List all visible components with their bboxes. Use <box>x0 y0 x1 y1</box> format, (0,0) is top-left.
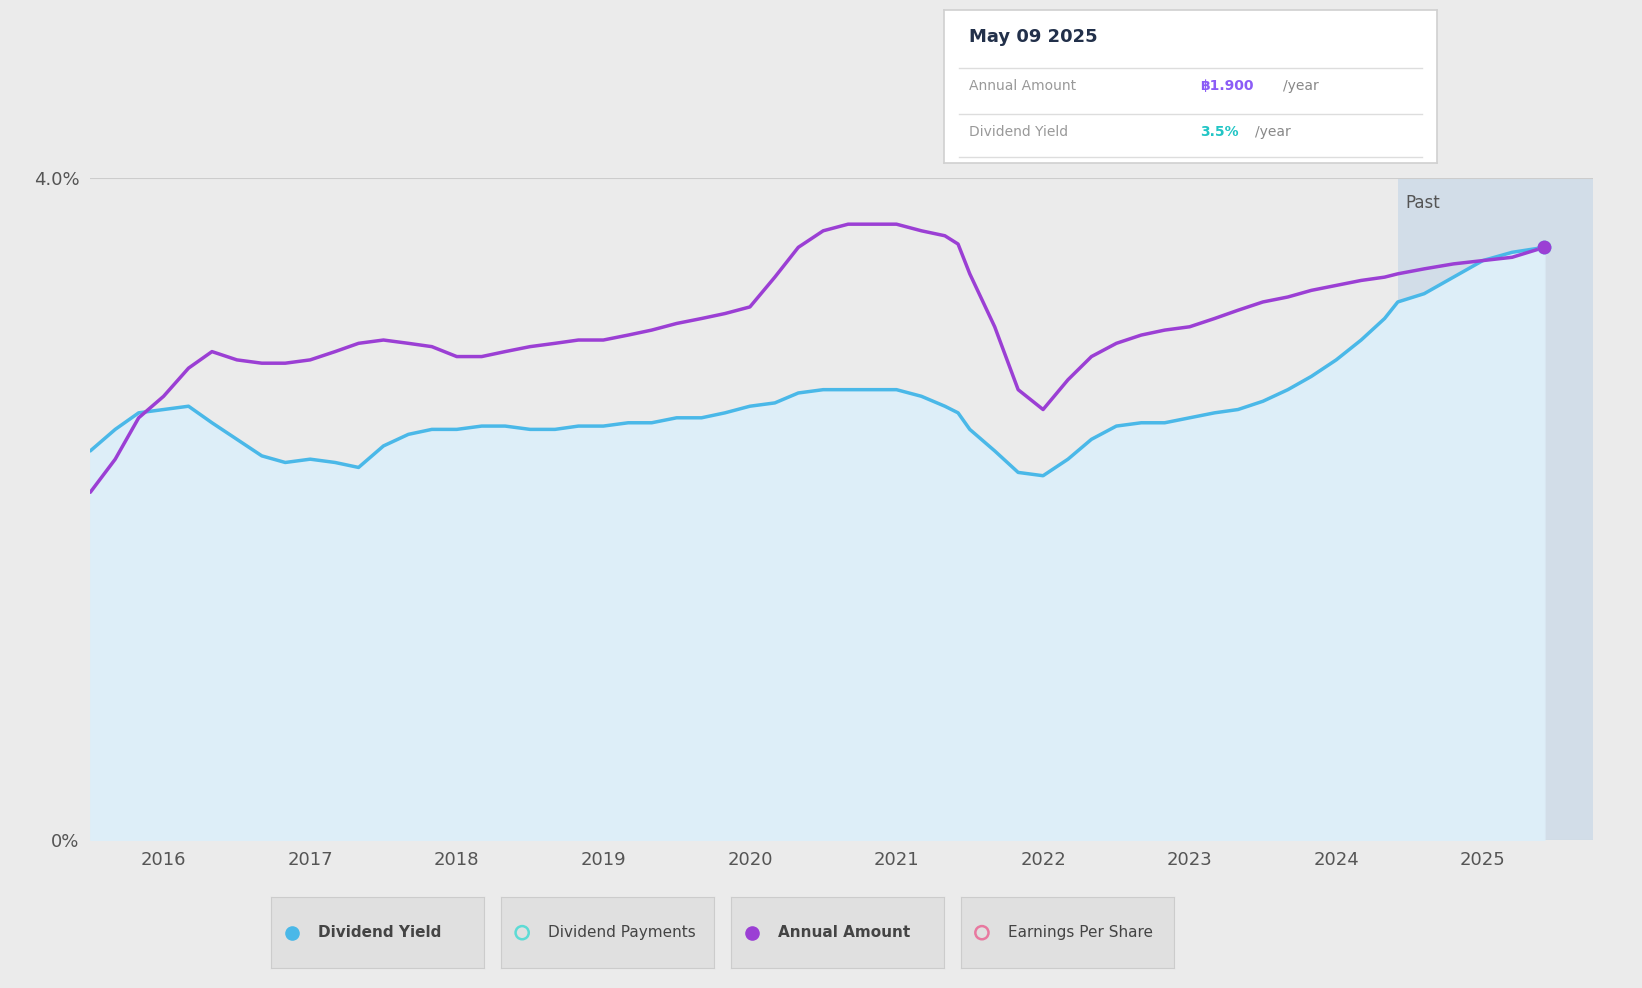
Text: May 09 2025: May 09 2025 <box>969 29 1097 46</box>
Text: Annual Amount: Annual Amount <box>969 79 1076 93</box>
Point <box>739 925 765 941</box>
Bar <box>1397 178 1593 840</box>
Text: ฿1.900: ฿1.900 <box>1200 79 1254 93</box>
Text: Dividend Yield: Dividend Yield <box>969 124 1067 138</box>
Text: Dividend Yield: Dividend Yield <box>319 925 442 941</box>
Text: 3.5%: 3.5% <box>1200 124 1240 138</box>
Point <box>509 925 535 941</box>
Point <box>969 925 995 941</box>
Text: Annual Amount: Annual Amount <box>778 925 910 941</box>
Point <box>1532 239 1558 255</box>
Text: /year: /year <box>1256 124 1291 138</box>
Text: /year: /year <box>1282 79 1319 93</box>
Point <box>1532 239 1558 255</box>
Text: Dividend Payments: Dividend Payments <box>548 925 696 941</box>
Text: Earnings Per Share: Earnings Per Share <box>1008 925 1153 941</box>
Text: Past: Past <box>1406 195 1440 212</box>
Point <box>279 925 305 941</box>
